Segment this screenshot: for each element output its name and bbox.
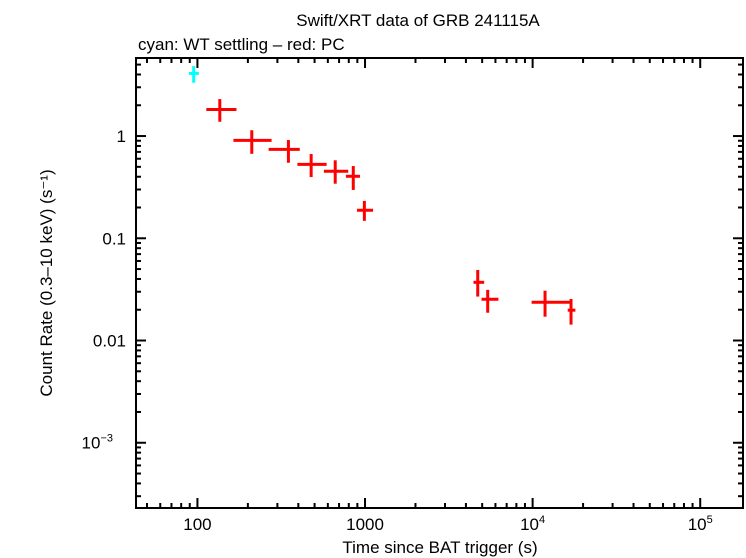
chart-title: Swift/XRT data of GRB 241115A [296, 11, 540, 30]
x-axis-label: Time since BAT trigger (s) [342, 538, 537, 557]
y-tick-label: 1 [117, 127, 126, 146]
data-points [188, 66, 576, 325]
data-point [206, 99, 237, 122]
data-point [323, 160, 349, 184]
y-axis-label: Count Rate (0.3–10 keV) (s⁻¹) [37, 169, 56, 396]
y-tick-label: 0.01 [93, 332, 126, 351]
plot-frame [135, 57, 744, 509]
x-tick-label: 1000 [346, 515, 384, 534]
data-point [233, 130, 272, 154]
tick-labels: 100 1000 104 105 1 0.1 0.01 10−3 [82, 127, 713, 534]
data-point [268, 140, 300, 163]
x-tick-label: 104 [520, 514, 545, 534]
data-point [188, 66, 199, 83]
y-tick-label: 0.1 [102, 229, 126, 248]
x-tick-label: 100 [183, 515, 211, 534]
y-tick-label: 10−3 [82, 433, 113, 453]
x-tick-label: 105 [688, 514, 713, 534]
data-point [481, 289, 499, 313]
data-point [357, 200, 374, 221]
data-point [297, 154, 327, 178]
data-point [473, 269, 485, 297]
data-point [567, 298, 576, 325]
data-point [531, 290, 571, 317]
data-point [345, 166, 360, 190]
axis-ticks [136, 58, 743, 508]
chart-subtitle: cyan: WT settling – red: PC [138, 35, 345, 54]
